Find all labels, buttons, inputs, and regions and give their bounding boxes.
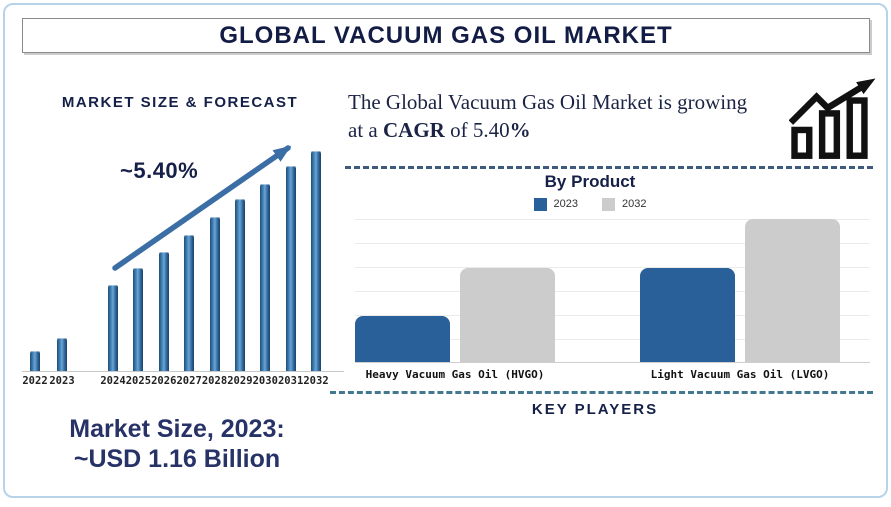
page-title: GLOBAL VACUUM GAS OIL MARKET	[219, 21, 673, 49]
forecast-year-label-2022: 2022	[22, 375, 48, 387]
legend-label-2023: 2023	[553, 198, 578, 210]
growth-note-line1: The Global Vacuum Gas Oil Market is grow…	[348, 90, 748, 114]
by-product-chart	[355, 219, 870, 363]
legend-item-2032: 2032	[602, 197, 647, 211]
forecast-bar-chart: 2022 2023 2024 2025 2026 2027 2028 2029 2030 2031…	[22, 146, 344, 387]
title-banner: GLOBAL VACUUM GAS OIL MARKET	[22, 18, 870, 53]
by-product-heading: By Product	[544, 172, 636, 191]
forecast-bar-2031	[285, 166, 296, 371]
forecast-bar-2024	[108, 285, 118, 371]
legend-label-2032: 2032	[622, 198, 647, 210]
forecast-year-label-2023: 2023	[49, 375, 75, 387]
product-bar-2032-0	[460, 268, 555, 362]
market-size-line2: ~USD 1.16 Billion	[73, 445, 281, 473]
product-category-label-0: Heavy Vacuum Gas Oil (HVGO)	[365, 368, 545, 381]
market-size-line1: Market Size, 2023:	[69, 415, 285, 443]
forecast-year-label-2024: 2024	[100, 375, 126, 387]
forecast-year-label-2027: 2027	[176, 375, 202, 387]
forecast-year-label-2025: 2025	[125, 375, 152, 387]
forecast-year-label-2029: 2029	[227, 375, 253, 387]
by-product-legend: 2023 2032	[400, 197, 780, 211]
growth-note-percent: %	[509, 118, 531, 142]
growth-chart-icon	[789, 78, 876, 159]
forecast-bar-2030	[260, 184, 271, 371]
dashed-divider-bottom	[330, 391, 873, 394]
legend-item-2023: 2023	[533, 197, 578, 211]
product-bar-2023-1	[640, 268, 735, 362]
forecast-bar-2026	[158, 252, 169, 371]
growth-note-line2-part2: of 5.40	[444, 118, 510, 142]
growth-note-cagr: CAGR	[382, 118, 445, 142]
by-product-category-labels: Heavy Vacuum Gas Oil (HVGO) Light Vacuum …	[355, 368, 870, 384]
product-category-label-1: Light Vacuum Gas Oil (LVGO)	[650, 368, 830, 381]
forecast-year-label-2026: 2026	[151, 375, 177, 387]
legend-swatch-2023	[533, 197, 547, 211]
forecast-bar-2025	[133, 268, 144, 371]
legend-swatch-2032	[602, 197, 615, 211]
cagr-growth-label: ~5.40%	[120, 158, 199, 183]
product-bar-2023-0	[355, 316, 450, 362]
forecast-bar-2027	[184, 235, 195, 371]
market-size-forecast-heading: MARKET SIZE & FORECAST	[61, 94, 299, 111]
forecast-year-label-2028: 2028	[201, 375, 228, 387]
forecast-bar-2028	[209, 217, 220, 371]
market-size-callout: Market Size, 2023: ~USD 1.16 Billion	[38, 414, 316, 474]
growth-note: The Global Vacuum Gas Oil Market is grow…	[348, 88, 788, 144]
forecast-year-label-2031: 2031	[277, 375, 304, 387]
forecast-year-label-2032: 2032	[303, 375, 329, 387]
key-players-heading: KEY PLAYERS	[531, 401, 659, 418]
dashed-divider-top	[345, 166, 873, 169]
forecast-bar-2032	[311, 151, 321, 371]
growth-note-line2-part1: at a	[348, 118, 383, 142]
forecast-bar-2029	[234, 199, 245, 371]
product-bar-2032-1	[745, 219, 840, 362]
forecast-bar-2023	[57, 338, 67, 371]
forecast-bar-2022	[30, 351, 40, 371]
forecast-year-label-2030: 2030	[252, 375, 278, 387]
